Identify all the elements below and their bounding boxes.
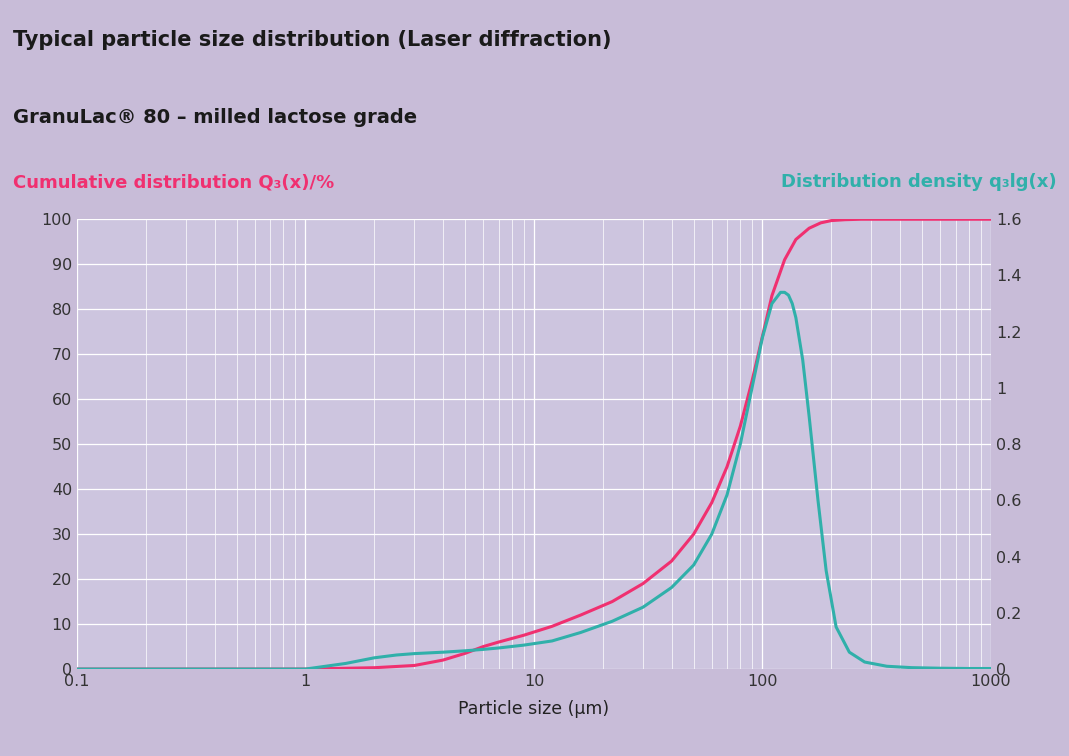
Text: Typical particle size distribution (Laser diffraction): Typical particle size distribution (Lase…: [13, 29, 611, 50]
Text: Cumulative distribution Q₃(x)/%: Cumulative distribution Q₃(x)/%: [13, 173, 335, 191]
Text: GranuLac® 80 – milled lactose grade: GranuLac® 80 – milled lactose grade: [13, 107, 417, 127]
X-axis label: Particle size (µm): Particle size (µm): [459, 700, 609, 718]
Text: Distribution density q₃lg(x): Distribution density q₃lg(x): [780, 173, 1056, 191]
